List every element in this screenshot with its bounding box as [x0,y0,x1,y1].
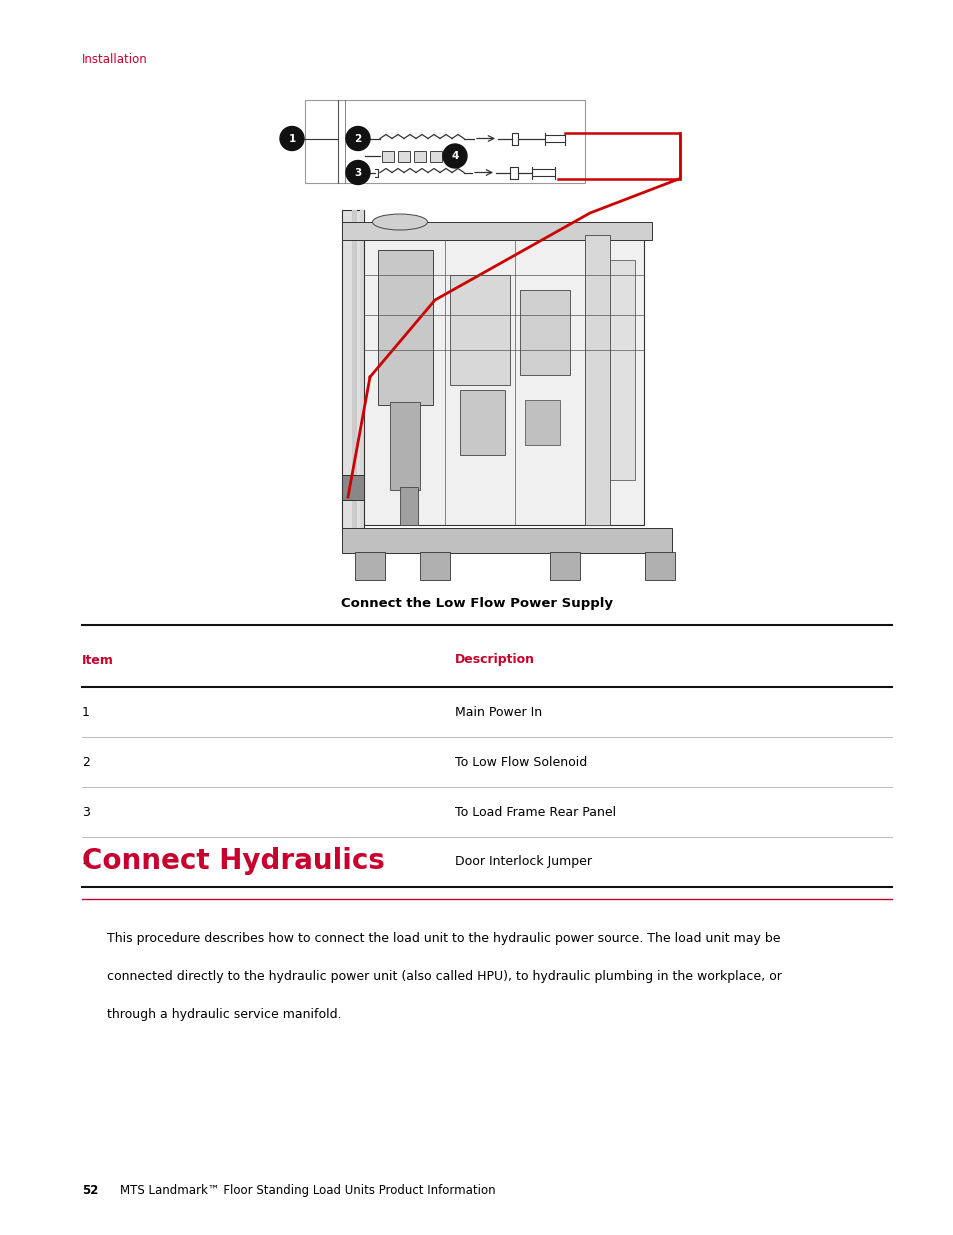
Text: 2: 2 [82,756,90,768]
Bar [390,403,419,490]
Bar [524,400,559,445]
Bar [430,151,441,162]
Bar [341,222,651,240]
Text: Description: Description [455,653,535,667]
Text: 1: 1 [82,705,90,719]
Bar [381,151,394,162]
Text: connected directly to the hydraulic power unit (also called HPU), to hydraulic p: connected directly to the hydraulic powe… [107,969,781,983]
Circle shape [442,144,467,168]
Text: Door Interlock Jumper: Door Interlock Jumper [455,856,592,868]
Bar [352,210,356,530]
Bar [364,235,643,525]
Text: 52: 52 [82,1184,98,1197]
Bar [519,290,569,375]
Text: To Load Frame Rear Panel: To Load Frame Rear Panel [455,805,616,819]
Circle shape [346,161,370,184]
Text: 4: 4 [82,856,90,868]
Bar [584,235,609,525]
Circle shape [280,126,304,151]
Ellipse shape [372,214,427,230]
Bar [305,100,584,183]
Text: 1: 1 [288,133,295,143]
Bar [359,210,364,530]
Bar [341,210,364,530]
Circle shape [346,126,370,151]
Text: MTS Landmark™ Floor Standing Load Units Product Information: MTS Landmark™ Floor Standing Load Units … [120,1184,496,1197]
Bar [355,552,385,580]
Text: 4: 4 [451,151,458,161]
Text: 3: 3 [354,168,361,178]
Bar [450,275,510,385]
Text: through a hydraulic service manifold.: through a hydraulic service manifold. [107,1008,341,1021]
Bar [341,475,364,500]
Text: This procedure describes how to connect the load unit to the hydraulic power sou: This procedure describes how to connect … [107,932,780,945]
Text: To Low Flow Solenoid: To Low Flow Solenoid [455,756,587,768]
Text: 3: 3 [82,805,90,819]
Bar [459,390,504,454]
Bar [644,552,675,580]
Bar [397,151,410,162]
Bar [609,261,635,480]
Bar [399,487,417,525]
Text: 2: 2 [354,133,361,143]
Text: Main Power In: Main Power In [455,705,541,719]
Text: Connect the Low Flow Power Supply: Connect the Low Flow Power Supply [340,597,613,610]
Bar [414,151,426,162]
Bar [341,529,671,553]
Bar [419,552,450,580]
Text: Installation: Installation [82,53,148,65]
Text: Item: Item [82,653,113,667]
Text: Connect Hydraulics: Connect Hydraulics [82,847,384,876]
Bar [550,552,579,580]
Bar [377,249,433,405]
